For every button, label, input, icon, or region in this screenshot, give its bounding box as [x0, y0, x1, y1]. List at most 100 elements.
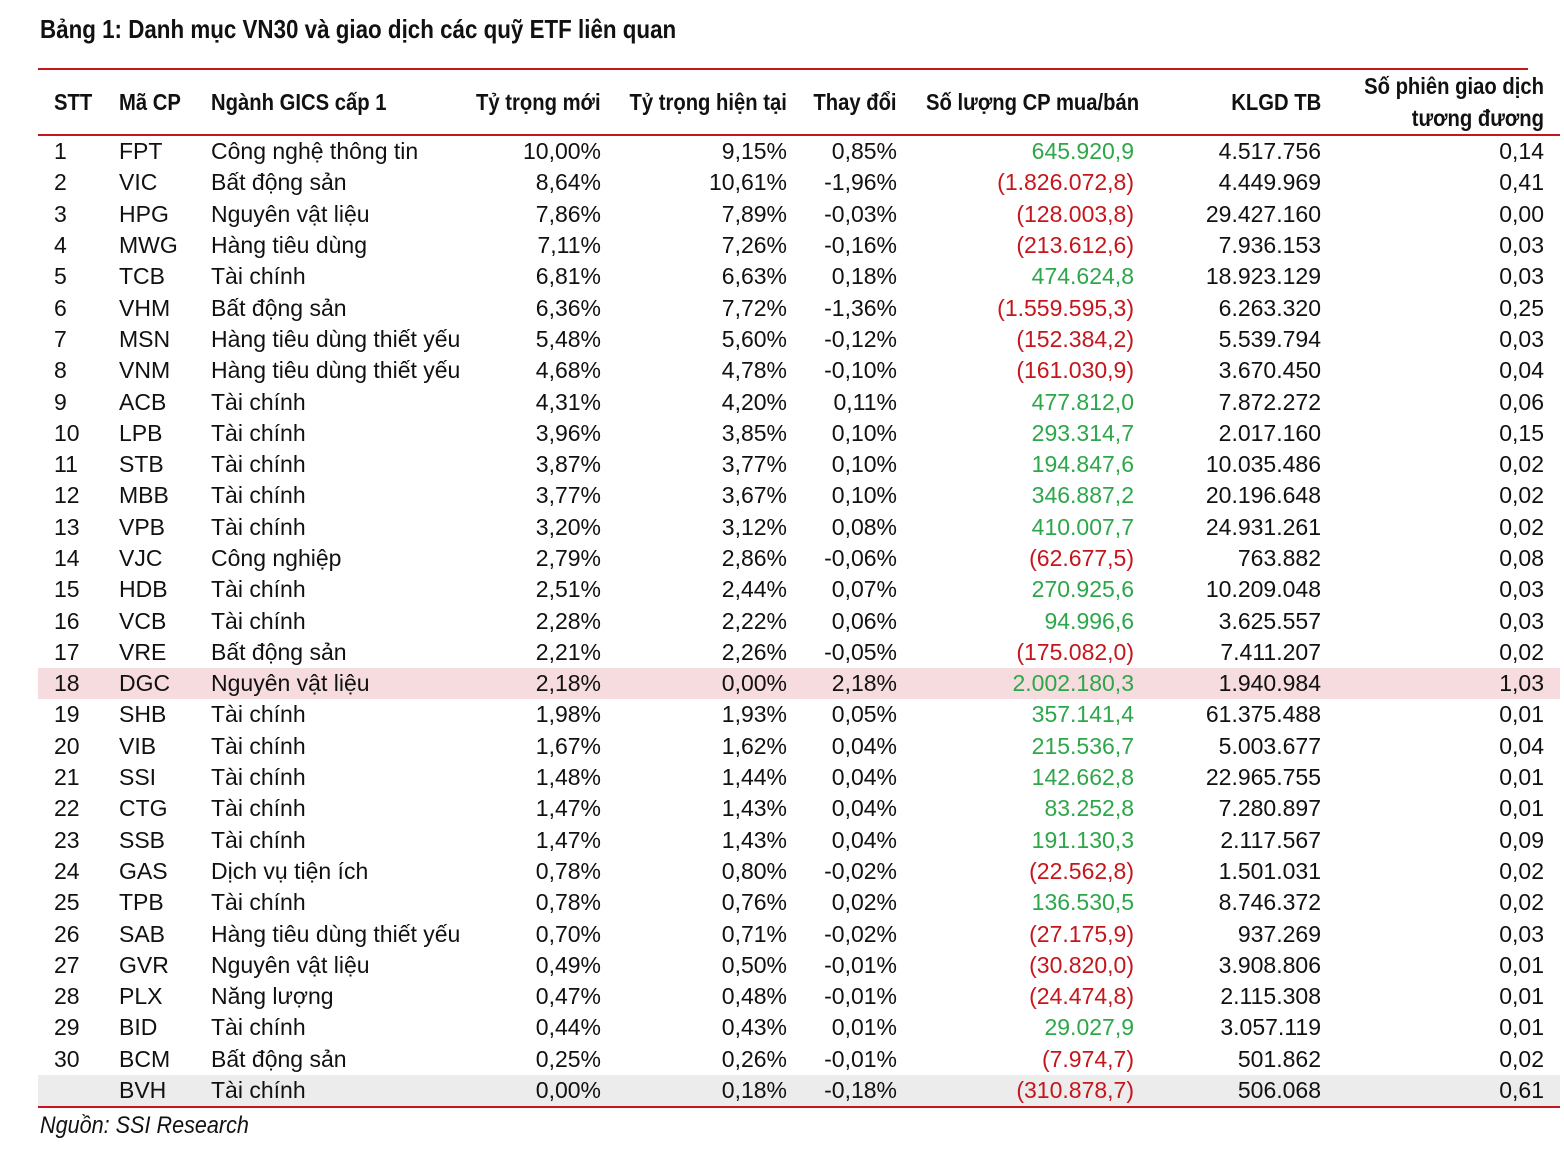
cell-change: 0,08%: [831, 513, 897, 540]
cell-new-weight: 2,79%: [535, 545, 601, 571]
table-row: 26 SAB Hàng tiêu dùng thiết yếu 0,70% 0,71% -…: [38, 918, 1560, 949]
cell-sessions: 0,02: [1499, 889, 1544, 916]
cell-current-weight: 2,44%: [721, 576, 787, 603]
cell-avg-volume: 7.872.272: [1218, 388, 1321, 415]
cell-current-weight: 3,77%: [721, 451, 787, 478]
table-row: 10 LPB Tài chính 3,96% 3,85% 0,10% 293.314,7 2.…: [38, 418, 1560, 449]
cell-new-weight: 8,64%: [535, 169, 601, 196]
cell-current-weight: 0,50%: [721, 951, 787, 978]
cell-ticker: STB: [119, 451, 164, 478]
cell-sessions: 1,03: [1321, 668, 1560, 700]
cell-avg-volume: 2.115.308: [1220, 983, 1321, 1010]
cell-stt: 11: [54, 451, 78, 478]
cell-change: 2,18%: [787, 668, 897, 700]
cell-current-weight: 0,43%: [721, 1014, 787, 1041]
cell-shares: (27.175,9): [1029, 920, 1134, 947]
cell-ticker: MBB: [119, 482, 169, 509]
cell-change: -0,01%: [824, 983, 897, 1010]
cell-sessions: 0,04: [1499, 732, 1544, 759]
header-sector: Ngành GICS cấp 1: [211, 70, 437, 136]
header-current-weight: Tỷ trọng hiện tại: [601, 70, 787, 136]
cell-sessions: 0,02: [1499, 513, 1544, 540]
header-sessions: Số phiên giao dịch tương đương: [1321, 70, 1560, 136]
cell-avg-volume: 3.625.557: [1218, 607, 1321, 634]
cell-avg-volume: 6.263.320: [1218, 294, 1321, 321]
table-row: 29 BID Tài chính 0,44% 0,43% 0,01% 29.027,9 3.0…: [38, 1012, 1560, 1043]
cell-change: 0,10%: [831, 419, 897, 446]
cell-new-weight: 5,48%: [535, 325, 601, 352]
cell-stt: 28: [54, 983, 80, 1010]
cell-avg-volume: 24.931.261: [1205, 513, 1321, 540]
cell-shares: 474.624,8: [1031, 263, 1134, 290]
cell-avg-volume: 3.057.119: [1220, 1014, 1321, 1041]
cell-new-weight: 2,21%: [535, 638, 601, 665]
cell-avg-volume: 501.862: [1237, 1045, 1321, 1072]
cell-change: 0,07%: [831, 576, 897, 603]
cell-stt: 12: [54, 482, 80, 509]
cell-new-weight: 4,68%: [535, 357, 601, 384]
cell-stt: 13: [54, 513, 80, 540]
cell-sector: Tài chính: [211, 826, 306, 853]
cell-sessions: 0,02: [1499, 482, 1544, 509]
cell-sessions: 0,03: [1499, 607, 1544, 634]
cell-ticker: SAB: [119, 920, 166, 947]
cell-shares: 136.530,5: [1031, 889, 1134, 916]
cell-sessions: 0,15: [1499, 419, 1544, 446]
cell-current-weight: 0,26%: [721, 1045, 787, 1072]
cell-current-weight: 1,62%: [721, 732, 787, 759]
cell-avg-volume: 2.117.567: [1220, 826, 1321, 853]
cell-new-weight: 10,00%: [522, 138, 601, 165]
cell-sector: Nguyên vật liệu: [211, 951, 370, 978]
vn30-table: STT Mã CP Ngành GICS cấp 1 Tỷ trọng mới …: [38, 70, 1560, 1109]
cell-current-weight: 7,89%: [721, 200, 787, 227]
cell-sector: Tài chính: [211, 388, 306, 415]
cell-ticker: LPB: [119, 419, 163, 446]
cell-sessions: 0,01: [1499, 951, 1544, 978]
cell-sessions: 0,14: [1499, 138, 1544, 165]
cell-ticker: SSI: [119, 764, 157, 791]
cell-sessions: 0,09: [1499, 826, 1544, 853]
cell-change: 0,01%: [831, 1014, 897, 1041]
cell-stt: 19: [54, 701, 80, 728]
cell-shares: (30.820,0): [1029, 951, 1134, 978]
source-note: Nguồn: SSI Research: [40, 1112, 249, 1139]
cell-new-weight: 0,44%: [535, 1014, 601, 1041]
cell-current-weight: 7,72%: [721, 294, 787, 321]
cell-stt: 22: [54, 795, 80, 822]
cell-sector: Tài chính: [211, 795, 306, 822]
cell-ticker: VRE: [119, 638, 167, 665]
cell-sector: Tài chính: [211, 482, 306, 509]
cell-stt: 9: [54, 388, 67, 415]
cell-change: 0,02%: [831, 889, 897, 916]
cell-avg-volume: 4.449.969: [1218, 169, 1321, 196]
cell-new-weight: 0,47%: [535, 983, 601, 1010]
cell-sector: Tài chính: [211, 607, 306, 634]
cell-new-weight: 2,28%: [535, 607, 601, 634]
cell-sector: Tài chính: [211, 419, 306, 446]
table-row: 28 PLX Năng lượng 0,47% 0,48% -0,01% (24.474,8…: [38, 981, 1560, 1012]
table-row: 30 BCM Bất động sản 0,25% 0,26% -0,01% (7.974,…: [38, 1044, 1560, 1075]
cell-sector: Tài chính: [211, 263, 306, 290]
cell-new-weight: 7,86%: [535, 200, 601, 227]
cell-sector: Tài chính: [211, 764, 306, 791]
cell-sector: Năng lượng: [211, 983, 334, 1010]
cell-avg-volume: 937.269: [1237, 920, 1321, 947]
cell-sector: Nguyên vật liệu: [211, 200, 370, 227]
cell-shares: 94.996,6: [1044, 607, 1134, 634]
cell-new-weight: 1,48%: [535, 764, 601, 791]
cell-sector: Bất động sản: [211, 294, 347, 321]
header-stt: STT: [38, 70, 119, 136]
cell-shares: (213.612,6): [1016, 232, 1134, 259]
cell-avg-volume: 3.670.450: [1218, 357, 1321, 384]
cell-current-weight: 2,26%: [721, 638, 787, 665]
cell-new-weight: 1,47%: [535, 826, 601, 853]
cell-current-weight: 1,44%: [721, 764, 787, 791]
cell-avg-volume: 20.196.648: [1205, 482, 1321, 509]
cell-sessions: 0,02: [1499, 451, 1544, 478]
cell-sector: Hàng tiêu dùng thiết yếu: [211, 920, 461, 947]
cell-sessions: 0,61: [1321, 1074, 1560, 1109]
cell-stt: 6: [54, 294, 67, 321]
cell-stt: 30: [54, 1045, 80, 1072]
table-row: 24 GAS Dịch vụ tiện ích 0,78% 0,80% -0,02% (22…: [38, 856, 1560, 887]
cell-stt: 14: [54, 545, 80, 571]
